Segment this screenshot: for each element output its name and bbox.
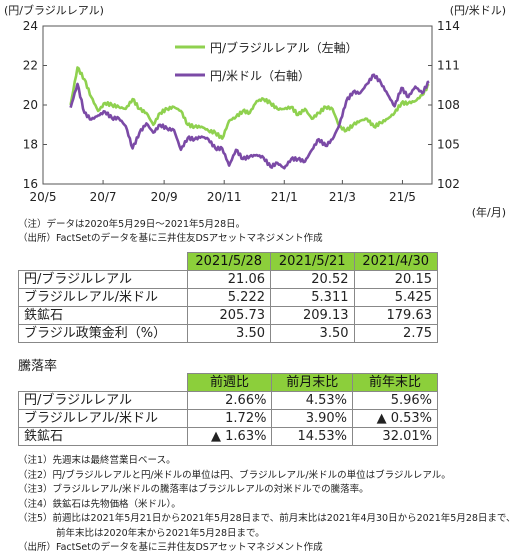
chart-source: （出所）FactSetのデータを基に三井住友DSアセットマネジメント作成: [18, 233, 323, 244]
right-tick-label: 102: [437, 177, 460, 191]
change-rate-table: 前週比 前月末比 前年末比 円/ブラジルレアル 2.66% 4.53% 5.96…: [18, 373, 438, 446]
chart-axes: 16 18 20 22 24 102 105 108 111 114 20/5 20/7 20/9 20/…: [4, 3, 506, 219]
row-label: 円/ブラジルレアル: [18, 270, 188, 289]
left-tick-label: 18: [23, 138, 38, 152]
table-cell: 1.72%: [186, 409, 273, 428]
table-row: ブラジルレアル/米ドル 1.72% 3.90% ▲ 0.53%: [18, 409, 438, 428]
row-label: ブラジル政策金利（%）: [18, 324, 188, 343]
chart-legend: 円/ブラジルレアル（左軸） 円/米ドル（右軸）: [175, 40, 358, 83]
table-header-row: 2021/5/28 2021/5/21 2021/4/30: [19, 252, 438, 271]
table-cell: 3.50: [186, 324, 271, 343]
table-cell: 5.425: [353, 288, 438, 307]
footnote: 前年末比は2020年末から2021年5月28日まで。: [18, 527, 265, 539]
left-tick-label: 22: [23, 59, 38, 73]
table-cell: 5.96%: [352, 391, 438, 410]
footnote: （注2）円/ブラジルレアルと円/米ドルの単位は円、ブラジルレアル/米ドルの単位は…: [18, 469, 451, 481]
summary-table: 2021/5/28 2021/5/21 2021/4/30 円/ブラジルレアル …: [18, 252, 438, 343]
table-cell: 14.53%: [271, 427, 354, 446]
chart-note: （注）データは2020年5月29日～2021年5月28日。: [18, 219, 246, 230]
table-header-row: 前週比 前月末比 前年末比: [19, 373, 438, 392]
left-tick-label: 20: [23, 98, 38, 112]
x-tick-label: 20/9: [151, 190, 178, 204]
x-tick-label: 20/11: [207, 190, 242, 204]
table-row: 円/ブラジルレアル 2.66% 4.53% 5.96%: [18, 391, 438, 410]
x-tick-label: 20/7: [90, 190, 117, 204]
table-cell: 32.01%: [352, 427, 438, 446]
footnote: （注1）先週末は最終営業日ベース。: [18, 455, 176, 466]
right-tick-label: 111: [437, 59, 460, 73]
row-label: 鉄鉱石: [18, 427, 188, 446]
x-unit-label: (年/月): [472, 205, 506, 219]
column-header: 前月末比: [271, 373, 354, 392]
x-tick-label: 20/5: [30, 190, 57, 204]
footnote: （出所）FactSetのデータを基に三井住友DSアセットマネジメント作成: [18, 542, 323, 553]
series-line-right: [69, 73, 430, 170]
right-tick-label: 114: [437, 19, 460, 33]
table-cell: 2.75: [353, 324, 438, 343]
table-cell: 21.06: [186, 270, 271, 289]
table-cell: 209.13: [270, 306, 355, 325]
column-header: 2021/4/30: [353, 252, 438, 271]
right-tick-label: 108: [437, 98, 460, 112]
table-row: ブラジルレアル/米ドル 5.222 5.311 5.425: [18, 288, 438, 307]
footnote: （注5）前週比は2021年5月21日から2021年5月28日まで、前月末比は20…: [18, 513, 510, 524]
table-row: 円/ブラジルレアル 21.06 20.52 20.15: [18, 270, 438, 289]
table-cell: 2.66%: [186, 391, 273, 410]
column-header: 前年末比: [352, 373, 438, 392]
legend-label: 円/ブラジルレアル（左軸）: [210, 40, 358, 55]
left-axis-label: (円/ブラジルレアル): [4, 3, 104, 17]
column-header: 2021/5/21: [270, 252, 355, 271]
table-cell: 3.50: [270, 324, 355, 343]
table-cell: 179.63: [353, 306, 438, 325]
chart-lines: [69, 66, 430, 170]
table-cell: 5.311: [270, 288, 355, 307]
table-cell: ▲ 0.53%: [352, 409, 438, 428]
table-cell: ▲ 1.63%: [186, 427, 273, 446]
footnotes: （注1）先週末は最終営業日ベース。 （注2）円/ブラジルレアルと円/米ドルの単位…: [18, 454, 510, 556]
table-cell: 4.53%: [271, 391, 354, 410]
table-cell: 20.15: [353, 270, 438, 289]
x-tick-label: 21/5: [389, 190, 416, 204]
left-tick-label: 24: [23, 19, 38, 33]
left-tick-label: 16: [23, 177, 38, 191]
footnote: （注4）鉄鉱石は先物価格（米ドル）。: [18, 498, 181, 510]
table-cell: 3.90%: [271, 409, 354, 428]
x-tick-label: 21/3: [329, 190, 356, 204]
table-cell: 205.73: [186, 306, 271, 325]
series-line-left: [69, 66, 430, 140]
right-tick-label: 105: [437, 138, 460, 152]
table-cell: 20.52: [270, 270, 355, 289]
table-cell: 5.222: [186, 288, 271, 307]
row-label: ブラジルレアル/米ドル: [18, 409, 188, 428]
footnote: （注3）ブラジルレアル/米ドルの騰落率はブラジルレアルの対米ドルでの騰落率。: [18, 484, 369, 495]
row-label: 円/ブラジルレアル: [18, 391, 188, 410]
table-row: 鉄鉱石 205.73 209.13 179.63: [18, 306, 438, 325]
right-axis-label: (円/米ドル): [450, 4, 506, 17]
fx-line-chart: 16 18 20 22 24 102 105 108 111 114 20/5 20/7 20/9 20/…: [4, 3, 506, 219]
table-row: ブラジル政策金利（%） 3.50 3.50 2.75: [18, 324, 438, 343]
column-header: 2021/5/28: [186, 252, 271, 271]
legend-label: 円/米ドル（右軸）: [210, 68, 310, 83]
row-label: ブラジルレアル/米ドル: [18, 288, 188, 307]
column-header: 前週比: [186, 373, 273, 392]
x-tick-label: 21/1: [271, 190, 298, 204]
change-rate-title: 騰落率: [18, 359, 58, 374]
table-row: 鉄鉱石 ▲ 1.63% 14.53% 32.01%: [18, 427, 438, 446]
row-label: 鉄鉱石: [18, 306, 188, 325]
